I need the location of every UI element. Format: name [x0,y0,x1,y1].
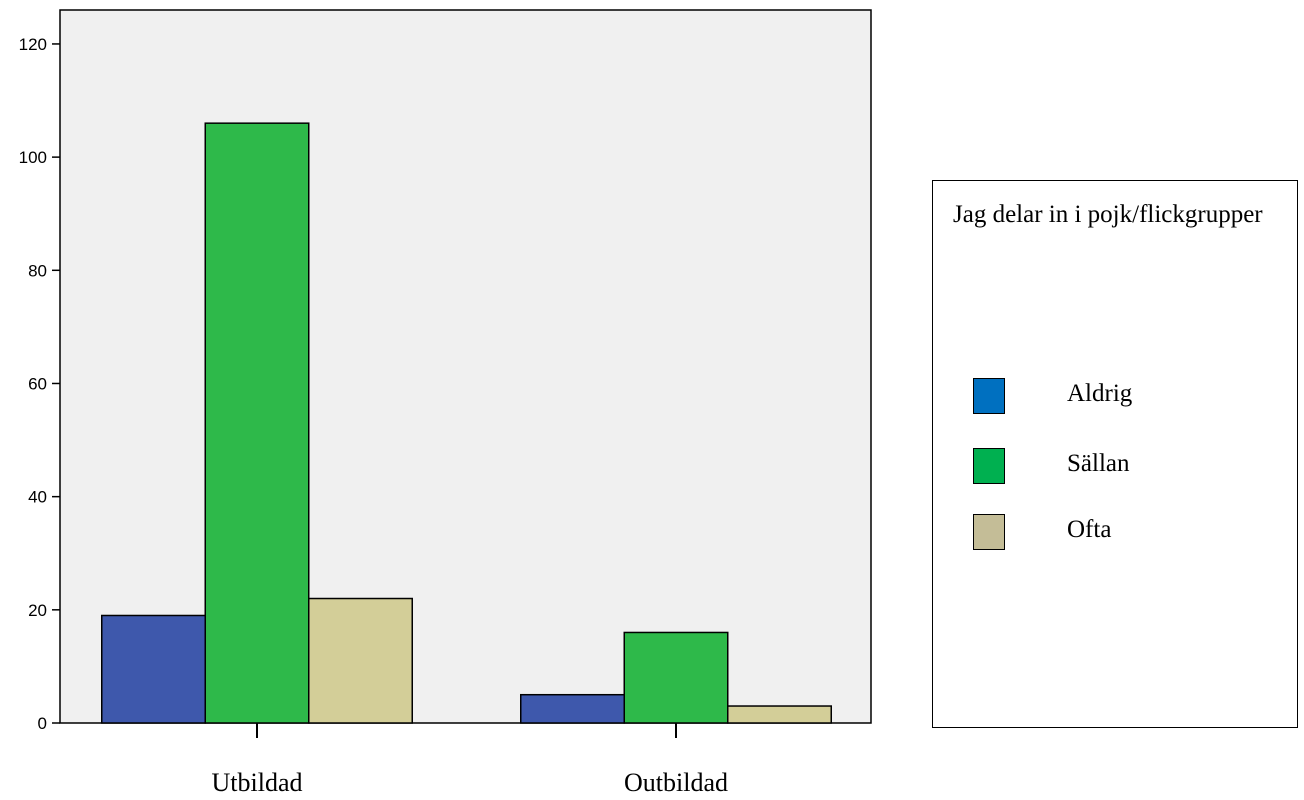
y-tick-label-120: 120 [19,35,47,54]
x-axis: Utbildad Outbildad [212,723,729,797]
y-tick-label-60: 60 [28,374,47,393]
y-axis: 0 20 40 60 80 100 120 [19,35,60,733]
legend-swatch-ofta [973,514,1005,550]
bar-outbildad-ofta [728,706,832,723]
legend-item-aldrig: Aldrig [973,378,1293,418]
y-tick-label-20: 20 [28,601,47,620]
legend-label-ofta: Ofta [1067,516,1111,544]
y-tick-label-40: 40 [28,488,47,507]
legend-item-ofta: Ofta [973,514,1293,554]
legend-title: Jag delar in i pojk/flickgrupper [953,197,1281,233]
bar-utbildad-aldrig [102,615,206,723]
bar-utbildad-ofta [309,599,413,723]
legend-label-aldrig: Aldrig [1067,380,1132,408]
y-tick-label-80: 80 [28,261,47,280]
legend-item-sallan: Sällan [973,448,1293,488]
bar-outbildad-aldrig [521,695,625,723]
x-label-utbildad: Utbildad [212,768,303,797]
legend-label-sallan: Sällan [1067,450,1130,478]
legend-swatch-sallan [973,448,1005,484]
legend-swatch-aldrig [973,378,1005,414]
bar-outbildad-sallan [624,632,728,723]
bar-utbildad-sallan [205,123,309,723]
legend: Jag delar in i pojk/flickgrupper Aldrig … [932,180,1298,728]
x-label-outbildad: Outbildad [624,768,728,797]
y-tick-label-0: 0 [38,714,47,733]
y-tick-label-100: 100 [19,148,47,167]
